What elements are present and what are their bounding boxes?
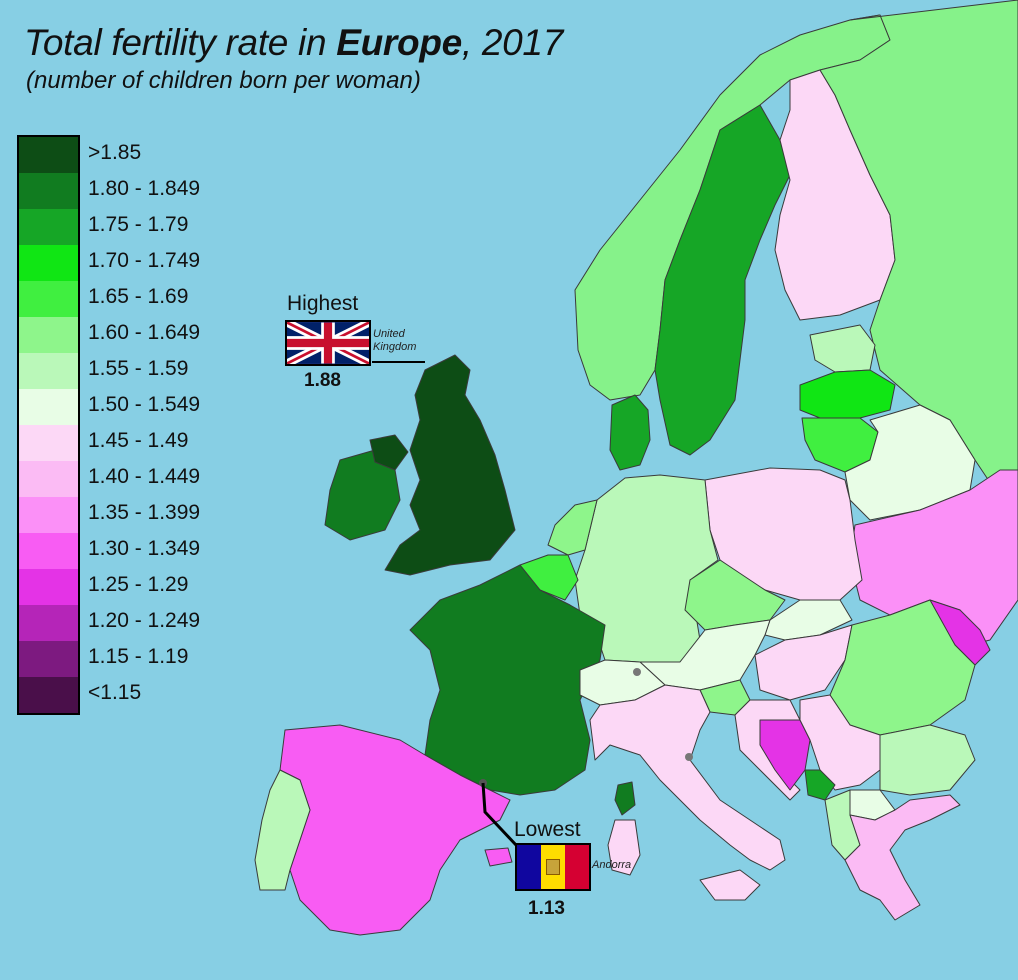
- country-romania: [829, 599, 976, 736]
- country-denmark: [609, 394, 651, 471]
- legend-color-scale: [17, 135, 80, 715]
- country-northern-ireland: [369, 434, 409, 471]
- andorra-flag-icon: [515, 843, 591, 891]
- country-netherlands: [547, 499, 598, 556]
- legend-label: 1.75 - 1.79: [88, 213, 189, 236]
- andorra-connector: [481, 782, 518, 847]
- legend-label: 1.15 - 1.19: [88, 645, 189, 668]
- country-sardinia: [607, 819, 641, 876]
- country-latvia: [799, 369, 896, 419]
- country-bosnia: [759, 719, 811, 791]
- legend-swatch: [19, 461, 78, 497]
- legend-swatch: [19, 641, 78, 677]
- highest-value: 1.88: [304, 370, 341, 391]
- legend-label: 1.45 - 1.49: [88, 429, 189, 452]
- legend-swatch: [19, 497, 78, 533]
- legend-swatch: [19, 137, 78, 173]
- legend-label: 1.35 - 1.399: [88, 501, 201, 524]
- legend-swatch: [19, 353, 78, 389]
- small-state-marker-1: [633, 668, 641, 676]
- legend-swatch: [19, 173, 78, 209]
- legend-label: 1.65 - 1.69: [88, 285, 189, 308]
- highest-country: United Kingdom: [373, 328, 417, 353]
- legend-swatch: [19, 209, 78, 245]
- country-montenegro: [804, 769, 836, 801]
- legend-swatch: [19, 389, 78, 425]
- legend-swatch: [19, 245, 78, 281]
- legend-label: 1.30 - 1.349: [88, 537, 201, 560]
- map-subtitle: (number of children born per woman): [26, 67, 421, 94]
- legend-label: <1.15: [88, 681, 142, 704]
- country-balearic-islands: [484, 847, 513, 867]
- lowest-country: Andorra: [592, 859, 632, 871]
- legend-label: 1.60 - 1.649: [88, 321, 201, 344]
- country-sicily: [699, 869, 761, 901]
- country-greece: [844, 794, 961, 921]
- legend-swatch: [19, 425, 78, 461]
- legend-label: 1.40 - 1.449: [88, 465, 201, 488]
- lowest-value: 1.13: [528, 898, 565, 919]
- country-belarus: [844, 404, 976, 521]
- legend-label: 1.80 - 1.849: [88, 177, 201, 200]
- country-sweden: [654, 104, 791, 456]
- country-estonia: [809, 324, 876, 373]
- legend-swatch: [19, 605, 78, 641]
- legend-label: >1.85: [88, 141, 142, 164]
- country-slovakia: [764, 599, 853, 641]
- country-france: [409, 564, 606, 796]
- uk-flag-icon: [285, 320, 371, 366]
- highest-heading: Highest: [287, 292, 359, 315]
- country-portugal: [254, 769, 311, 891]
- legend-label: 1.70 - 1.749: [88, 249, 201, 272]
- legend-swatch: [19, 281, 78, 317]
- country-italy: [589, 684, 786, 871]
- lowest-heading: Lowest: [514, 818, 581, 841]
- country-corsica: [614, 781, 636, 816]
- legend-swatch: [19, 677, 78, 713]
- country-serbia: [799, 694, 881, 791]
- legend-swatch: [19, 317, 78, 353]
- legend-swatch: [19, 569, 78, 605]
- map-title: Total fertility rate in Europe, 2017: [24, 22, 563, 63]
- legend-label: 1.50 - 1.549: [88, 393, 201, 416]
- legend-label: 1.25 - 1.29: [88, 573, 189, 596]
- legend-label: 1.55 - 1.59: [88, 357, 189, 380]
- country-great-britain: [384, 354, 516, 576]
- small-state-marker-2: [685, 753, 693, 761]
- legend-label: 1.20 - 1.249: [88, 609, 201, 632]
- legend-swatch: [19, 533, 78, 569]
- country-bulgaria: [879, 724, 976, 796]
